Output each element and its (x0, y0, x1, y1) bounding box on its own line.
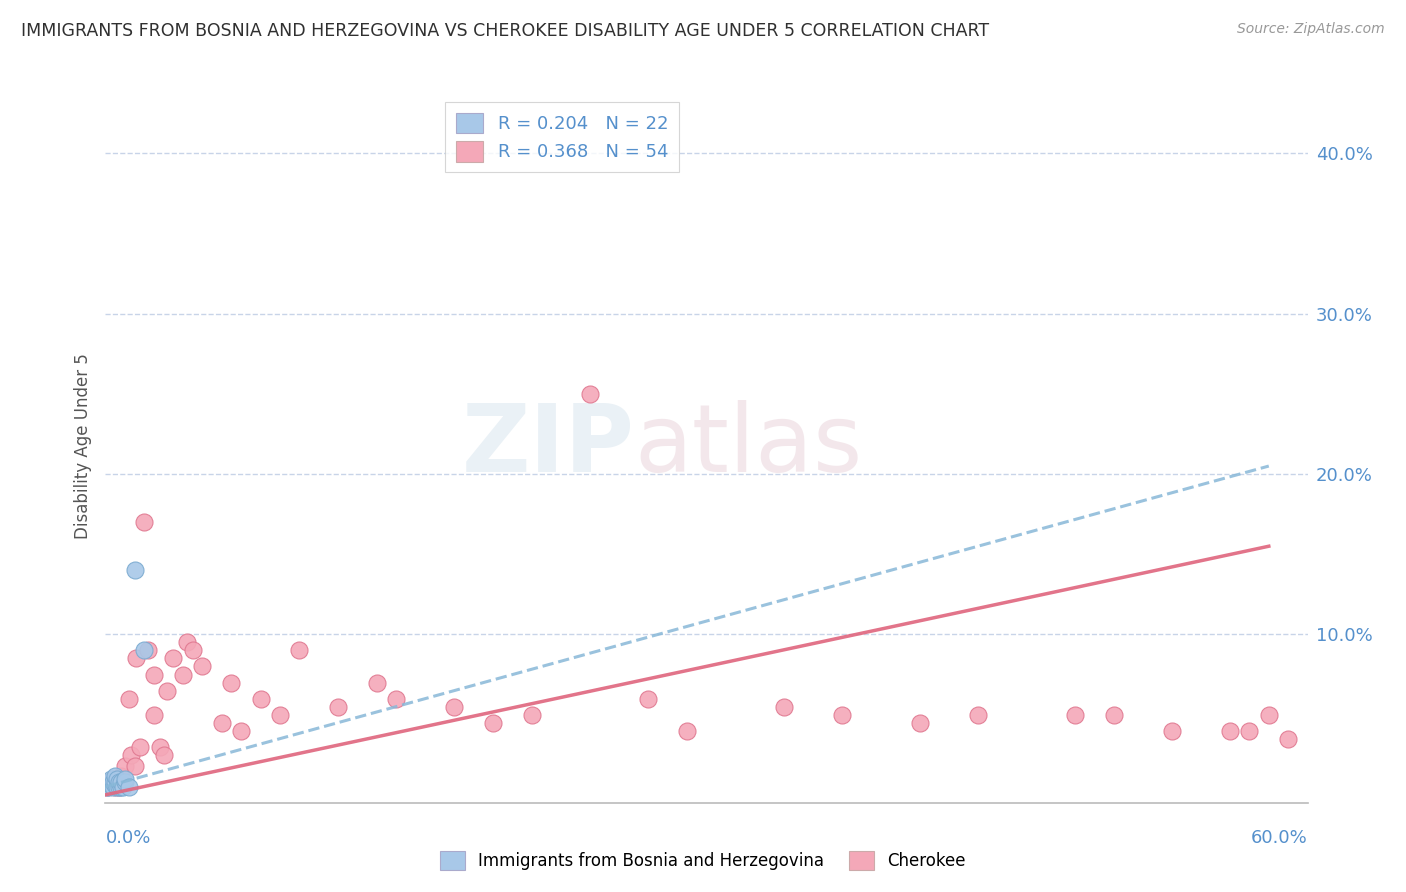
Point (104, 775, 127, 789)
Point (129, 739, 152, 754)
Point (114, 759, 136, 773)
Point (142, 707, 165, 722)
Point (118, 691, 141, 706)
Point (104, 780, 127, 794)
Text: Source: ZipAtlas.com: Source: ZipAtlas.com (1237, 22, 1385, 37)
Point (156, 683, 179, 698)
Point (104, 768, 127, 782)
Point (967, 707, 990, 722)
Point (326, 699, 349, 714)
Point (249, 691, 271, 706)
Text: IMMIGRANTS FROM BOSNIA AND HERZEGOVINA VS CHEROKEE DISABILITY AGE UNDER 5 CORREL: IMMIGRANTS FROM BOSNIA AND HERZEGOVINA V… (21, 22, 990, 40)
Point (105, 772, 128, 786)
Point (520, 707, 543, 722)
Point (385, 691, 408, 706)
Text: 0.0%: 0.0% (105, 829, 150, 847)
Point (1160, 723, 1182, 738)
Point (120, 747, 142, 762)
Point (162, 651, 184, 665)
Point (1277, 731, 1299, 746)
Point (152, 747, 174, 762)
Point (831, 707, 853, 722)
Point (103, 780, 125, 794)
Point (172, 667, 194, 681)
Legend: Immigrants from Bosnia and Herzegovina, Cherokee: Immigrants from Bosnia and Herzegovina, … (433, 844, 973, 877)
Point (269, 707, 291, 722)
Point (105, 780, 128, 794)
Point (108, 780, 131, 794)
Point (104, 778, 127, 792)
Point (96, 780, 118, 794)
Text: 60.0%: 60.0% (1251, 829, 1308, 847)
Point (134, 643, 156, 657)
Point (482, 715, 505, 730)
Point (136, 643, 159, 657)
Point (134, 515, 156, 529)
Point (100, 772, 122, 786)
Point (142, 667, 165, 681)
Point (1257, 707, 1279, 722)
Point (221, 675, 243, 690)
Point (114, 775, 136, 789)
Point (111, 780, 134, 794)
Point (103, 772, 125, 786)
Legend: R = 0.204   N = 22, R = 0.368   N = 54: R = 0.204 N = 22, R = 0.368 N = 54 (446, 102, 679, 172)
Point (773, 699, 796, 714)
Point (98, 780, 121, 794)
Point (100, 778, 122, 792)
Point (366, 675, 388, 690)
Point (676, 723, 699, 738)
Point (288, 643, 311, 657)
Point (176, 635, 198, 649)
Point (1239, 723, 1261, 738)
Point (110, 780, 132, 794)
Point (96, 780, 118, 794)
Point (103, 775, 125, 789)
Point (125, 651, 148, 665)
Point (149, 739, 172, 754)
Point (118, 780, 141, 794)
Point (124, 563, 146, 577)
Point (108, 780, 131, 794)
Point (110, 768, 132, 782)
Y-axis label: Disability Age Under 5: Disability Age Under 5 (73, 353, 91, 539)
Point (108, 775, 131, 789)
Point (211, 715, 233, 730)
Point (105, 772, 128, 786)
Point (191, 659, 214, 673)
Point (231, 723, 253, 738)
Point (98, 775, 121, 789)
Point (443, 699, 465, 714)
Point (637, 691, 659, 706)
Text: atlas: atlas (634, 400, 863, 492)
Point (111, 775, 134, 789)
Point (1219, 723, 1241, 738)
Point (579, 387, 602, 401)
Point (98, 775, 121, 789)
Point (104, 775, 127, 789)
Point (181, 643, 204, 657)
Point (1064, 707, 1087, 722)
Point (908, 715, 931, 730)
Point (114, 772, 136, 786)
Text: ZIP: ZIP (461, 400, 634, 492)
Point (1102, 707, 1125, 722)
Point (110, 775, 132, 789)
Point (100, 778, 122, 792)
Point (124, 759, 146, 773)
